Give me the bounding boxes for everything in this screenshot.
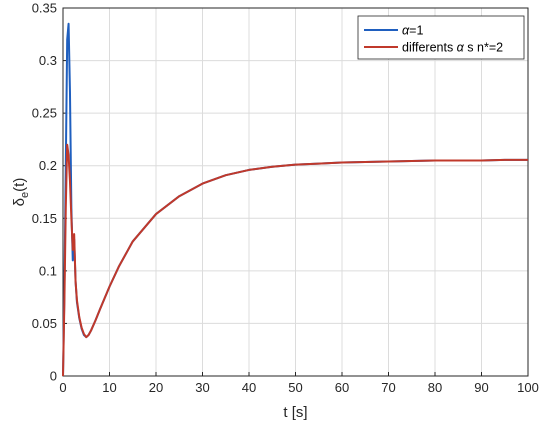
legend-label-differents-prefix: differents [402, 41, 457, 55]
legend-label-alpha-1-greek: α [402, 24, 410, 38]
x-tick-label: 60 [335, 380, 349, 395]
legend-label-alpha-1: α=1 [402, 24, 423, 38]
legend-label-differents-rest: s n*=2 [464, 41, 503, 55]
legend-label-differents-greek: α [457, 41, 465, 55]
y-axis-label-argument: (t) [11, 178, 28, 192]
x-tick-label: 40 [242, 380, 256, 395]
legend-label-differents-alpha: differents α s n*=2 [402, 41, 503, 55]
legend: α=1 differents α s n*=2 [357, 15, 525, 60]
y-tick-label: 0.2 [39, 158, 57, 173]
y-axis-label: δe(t) [11, 178, 31, 207]
x-tick-label: 100 [517, 380, 539, 395]
y-tick-label: 0.25 [32, 106, 57, 121]
x-tick-label: 50 [288, 380, 302, 395]
x-tick-label: 30 [195, 380, 209, 395]
y-tick-label: 0.05 [32, 316, 57, 331]
y-tick-label: 0.15 [32, 211, 57, 226]
y-axis-label-symbol: δ [11, 198, 28, 206]
y-tick-label: 0.35 [32, 1, 57, 16]
y-axis-label-subscript: e [19, 192, 31, 198]
series-line-1 [62, 143, 528, 377]
x-tick-label: 0 [59, 380, 66, 395]
series-lines [62, 22, 528, 377]
x-tick-label: 90 [474, 380, 488, 395]
x-tick-label: 10 [102, 380, 116, 395]
y-tick-label: 0 [50, 369, 57, 384]
x-axis-label: t [s] [283, 404, 307, 421]
y-tick-label: 0.3 [39, 53, 57, 68]
axis-ticks: 0 10 20 30 40 50 60 70 80 90 100 0 0.05 0.1 0.15 0.2 0.2… [32, 1, 539, 396]
x-tick-label: 80 [428, 380, 442, 395]
legend-box [357, 15, 525, 60]
legend-label-alpha-1-rest: =1 [409, 24, 423, 38]
x-tick-label: 70 [381, 380, 395, 395]
x-tick-label: 20 [149, 380, 163, 395]
y-tick-label: 0.1 [39, 263, 57, 278]
